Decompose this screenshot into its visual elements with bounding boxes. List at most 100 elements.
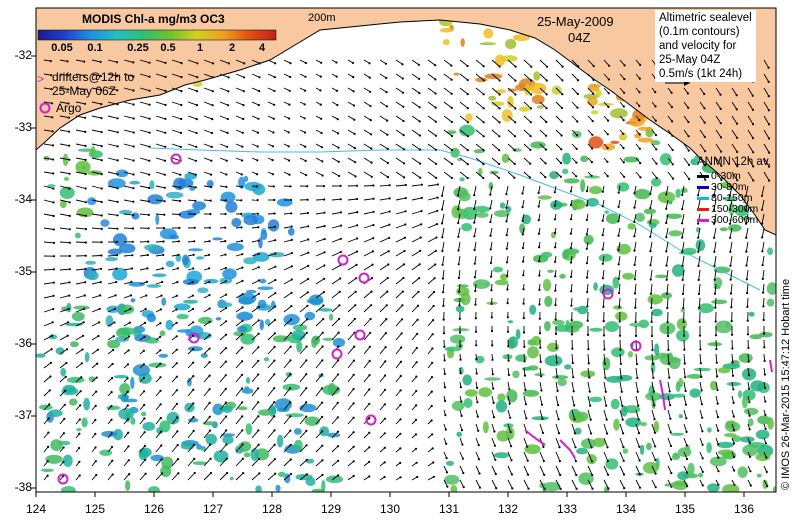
velocity-vector-head (522, 233, 524, 235)
velocity-vector-head (541, 404, 543, 406)
velocity-vector-head (623, 460, 625, 462)
velocity-vector-head (495, 473, 497, 475)
velocity-vector-head (369, 91, 371, 93)
velocity-vector-head (324, 251, 326, 253)
velocity-vector-head (225, 320, 227, 322)
x-tick-label: 133 (557, 502, 577, 516)
velocity-vector-head (180, 76, 182, 78)
velocity-vector-head (320, 76, 322, 78)
velocity-vector-head (324, 225, 326, 227)
velocity-vector-head (731, 320, 733, 322)
velocity-vector-head (768, 67, 770, 69)
velocity-vector-head (602, 263, 604, 265)
chl-patch (690, 388, 701, 397)
velocity-vector-head (143, 417, 145, 419)
velocity-vector-head (353, 374, 355, 376)
velocity-vector-head (491, 344, 493, 346)
chl-patch (537, 105, 544, 108)
chl-patch (527, 346, 539, 358)
velocity-vector-head (607, 133, 609, 135)
velocity-vector-head (82, 335, 84, 337)
velocity-vector-head (419, 134, 421, 136)
chl-patch (278, 472, 286, 477)
velocity-vector-head (416, 347, 418, 349)
velocity-vector-head (441, 250, 443, 252)
chl-patch (459, 192, 471, 202)
velocity-vector-head (401, 304, 403, 306)
velocity-vector-head (243, 62, 245, 64)
velocity-vector-head (543, 488, 545, 490)
velocity-vector-head (639, 148, 641, 150)
velocity-vector-head (159, 349, 161, 351)
velocity-vector-head (145, 473, 147, 475)
velocity-vector-head (273, 415, 275, 417)
velocity-vector-head (433, 476, 435, 478)
velocity-vector-head (505, 207, 507, 209)
velocity-vector-head (511, 487, 513, 489)
velocity-vector-head (716, 389, 718, 391)
chl-patch (45, 455, 62, 464)
velocity-vector-head (339, 185, 341, 187)
velocity-vector-head (353, 90, 355, 92)
velocity-vector-head (321, 416, 323, 418)
velocity-vector-head (290, 318, 292, 320)
velocity-vector-head (730, 292, 732, 294)
velocity-vector-head (560, 148, 562, 150)
velocity-vector-head (720, 108, 722, 110)
velocity-vector-head (558, 432, 560, 434)
velocity-vector-head (209, 361, 211, 363)
velocity-vector-head (304, 146, 306, 148)
velocity-vector-head (748, 388, 750, 390)
velocity-vector-head (736, 123, 738, 125)
velocity-vector-head (322, 318, 324, 320)
velocity-vector-head (47, 475, 49, 477)
velocity-vector-head (669, 418, 671, 420)
velocity-vector-head (443, 332, 445, 334)
chl-patch (756, 430, 770, 440)
velocity-vector-head (399, 476, 401, 478)
x-tick-label: 126 (144, 502, 164, 516)
chl-patch (484, 377, 501, 380)
chl-patch (602, 144, 615, 151)
velocity-vector-head (460, 400, 462, 402)
chl-patch (246, 423, 253, 435)
velocity-vector-head (241, 387, 243, 389)
velocity-vector-head (176, 389, 178, 391)
chl-patch (456, 306, 465, 313)
velocity-vector-head (685, 404, 687, 406)
velocity-vector-head (572, 376, 574, 378)
velocity-vector-head (436, 223, 438, 225)
velocity-vector-head (240, 226, 242, 228)
velocity-vector-head (324, 238, 326, 240)
velocity-vector-head (368, 403, 370, 405)
velocity-vector-head (242, 132, 244, 134)
velocity-vector-head (446, 471, 448, 473)
velocity-vector-head (69, 268, 71, 270)
velocity-vector-head (619, 335, 621, 337)
velocity-vector-head (195, 146, 197, 148)
velocity-vector-head (242, 458, 244, 460)
velocity-vector-head (290, 332, 292, 334)
velocity-vector-head (622, 419, 624, 421)
velocity-vector-head (530, 66, 532, 68)
velocity-vector-head (210, 458, 212, 460)
velocity-vector-head (765, 442, 767, 444)
velocity-vector-head (399, 462, 401, 464)
velocity-vector-head (435, 121, 437, 123)
velocity-vector-head (554, 275, 556, 277)
velocity-vector-head (307, 199, 309, 201)
velocity-vector-head (654, 445, 656, 447)
velocity-vector-head (491, 303, 493, 305)
velocity-vector-head (274, 252, 276, 254)
velocity-vector-head (618, 278, 620, 280)
chl-patch (177, 314, 189, 319)
chl-patch (118, 305, 134, 315)
velocity-vector-head (762, 292, 764, 294)
velocity-vector-head (444, 400, 446, 402)
velocity-vector-head (474, 249, 476, 251)
velocity-vector-head (655, 148, 657, 150)
velocity-vector-head (665, 236, 667, 238)
velocity-vector-head (606, 432, 608, 434)
velocity-vector-head (163, 240, 165, 242)
velocity-vector-head (681, 251, 683, 253)
